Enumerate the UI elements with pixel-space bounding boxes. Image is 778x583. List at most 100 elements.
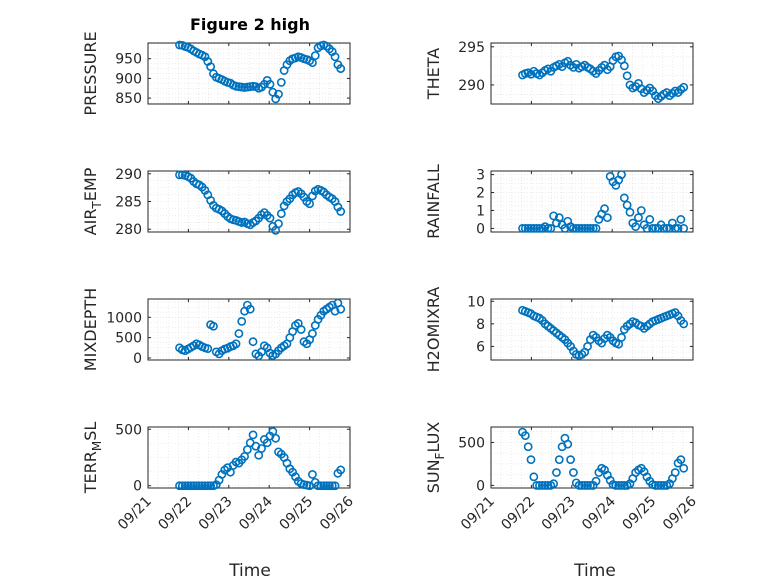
data-point bbox=[529, 472, 539, 482]
data-point bbox=[585, 481, 595, 490]
data-point bbox=[563, 439, 573, 449]
data-point bbox=[679, 319, 689, 329]
data-point bbox=[552, 468, 561, 477]
data-point bbox=[203, 481, 213, 491]
y-tick-label: 6 bbox=[476, 339, 485, 355]
data-point bbox=[194, 481, 204, 491]
data-point bbox=[234, 329, 244, 338]
data-point bbox=[554, 455, 564, 465]
y-tick-label: 850 bbox=[115, 91, 142, 107]
data-point bbox=[617, 481, 626, 490]
data-point bbox=[245, 304, 255, 314]
data-point bbox=[324, 481, 334, 491]
data-point bbox=[676, 215, 686, 224]
data-point bbox=[237, 316, 247, 326]
data-point bbox=[313, 481, 323, 491]
data-point bbox=[619, 193, 629, 203]
data-point bbox=[670, 468, 680, 477]
data-point bbox=[574, 224, 584, 233]
data-series bbox=[518, 170, 689, 233]
data-point bbox=[336, 304, 346, 314]
y-tick-label: 900 bbox=[115, 71, 142, 87]
data-point bbox=[310, 51, 320, 60]
data-point bbox=[276, 209, 286, 219]
y-axis-label: H2OMIXRA bbox=[424, 287, 443, 373]
y-axis-label: PRESSURE bbox=[81, 31, 100, 115]
data-point bbox=[535, 481, 544, 490]
data-point bbox=[305, 199, 314, 209]
data-point bbox=[526, 455, 536, 465]
axes-border bbox=[147, 298, 351, 361]
y-tick-label: 280 bbox=[115, 222, 142, 238]
data-point bbox=[622, 200, 632, 210]
y-tick-label: 0 bbox=[476, 221, 485, 237]
y-tick-label: 1000 bbox=[106, 310, 142, 326]
data-point bbox=[617, 170, 626, 179]
data-point bbox=[560, 224, 570, 233]
data-point bbox=[549, 211, 559, 221]
data-point bbox=[546, 224, 556, 233]
y-tick-label: 10 bbox=[467, 294, 485, 310]
data-point bbox=[600, 204, 609, 214]
data-point bbox=[659, 481, 669, 490]
data-point bbox=[580, 481, 590, 490]
data-point bbox=[177, 481, 187, 491]
data-point bbox=[175, 170, 184, 180]
data-point bbox=[308, 329, 317, 338]
data-point bbox=[175, 481, 184, 491]
y-axis-label: SUNFLUX bbox=[424, 422, 447, 494]
data-point bbox=[625, 207, 635, 217]
y-tick-label: 500 bbox=[115, 331, 142, 347]
data-point bbox=[583, 224, 592, 233]
subplot-1: 850 900 950 PRESSURE bbox=[81, 31, 351, 116]
y-tick-label: 290 bbox=[458, 78, 485, 94]
y-tick-label: 3 bbox=[476, 168, 485, 184]
y-tick-label: 500 bbox=[458, 435, 485, 451]
data-point bbox=[206, 62, 216, 72]
data-point bbox=[619, 481, 629, 490]
x-tick-label: 09/25 bbox=[620, 494, 660, 534]
data-point bbox=[554, 213, 564, 223]
data-point bbox=[529, 224, 539, 233]
data-point bbox=[520, 224, 530, 233]
data-point bbox=[248, 337, 258, 347]
data-series bbox=[518, 305, 689, 360]
y-tick-label: 8 bbox=[476, 317, 485, 333]
y-tick-label: 290 bbox=[115, 167, 142, 183]
data-point bbox=[591, 224, 601, 233]
data-point bbox=[679, 463, 689, 473]
y-axis-label: AIRTEMP bbox=[81, 167, 104, 235]
data-point bbox=[602, 213, 612, 223]
axes-border bbox=[147, 42, 351, 105]
data-point bbox=[588, 224, 598, 233]
data-point bbox=[631, 222, 641, 232]
data-point bbox=[523, 442, 533, 452]
subplot-2: 290 295 THETA bbox=[424, 40, 694, 105]
data-point bbox=[614, 481, 624, 490]
data-point bbox=[670, 224, 680, 233]
data-point bbox=[248, 430, 258, 440]
data-point bbox=[192, 481, 201, 491]
subplot-4: 0 12 3 RAINFALL bbox=[424, 164, 694, 239]
data-point bbox=[619, 61, 629, 71]
data-point bbox=[566, 455, 575, 465]
x-axis-label-right: Time bbox=[573, 561, 616, 581]
data-point bbox=[203, 344, 213, 354]
data-point bbox=[308, 58, 317, 68]
data-point bbox=[189, 481, 199, 491]
data-point bbox=[271, 433, 281, 443]
x-tick-label: 09/22 bbox=[155, 494, 195, 534]
data-point bbox=[622, 71, 632, 81]
data-point bbox=[569, 468, 578, 477]
data-point bbox=[679, 82, 689, 92]
data-point bbox=[274, 219, 283, 229]
data-point bbox=[518, 224, 527, 233]
data-point bbox=[656, 481, 666, 490]
data-point bbox=[186, 481, 196, 491]
data-point bbox=[577, 481, 587, 490]
data-point bbox=[523, 224, 533, 233]
data-point bbox=[327, 481, 337, 491]
x-axis-label-left: Time bbox=[228, 561, 271, 581]
data-point bbox=[183, 481, 193, 491]
